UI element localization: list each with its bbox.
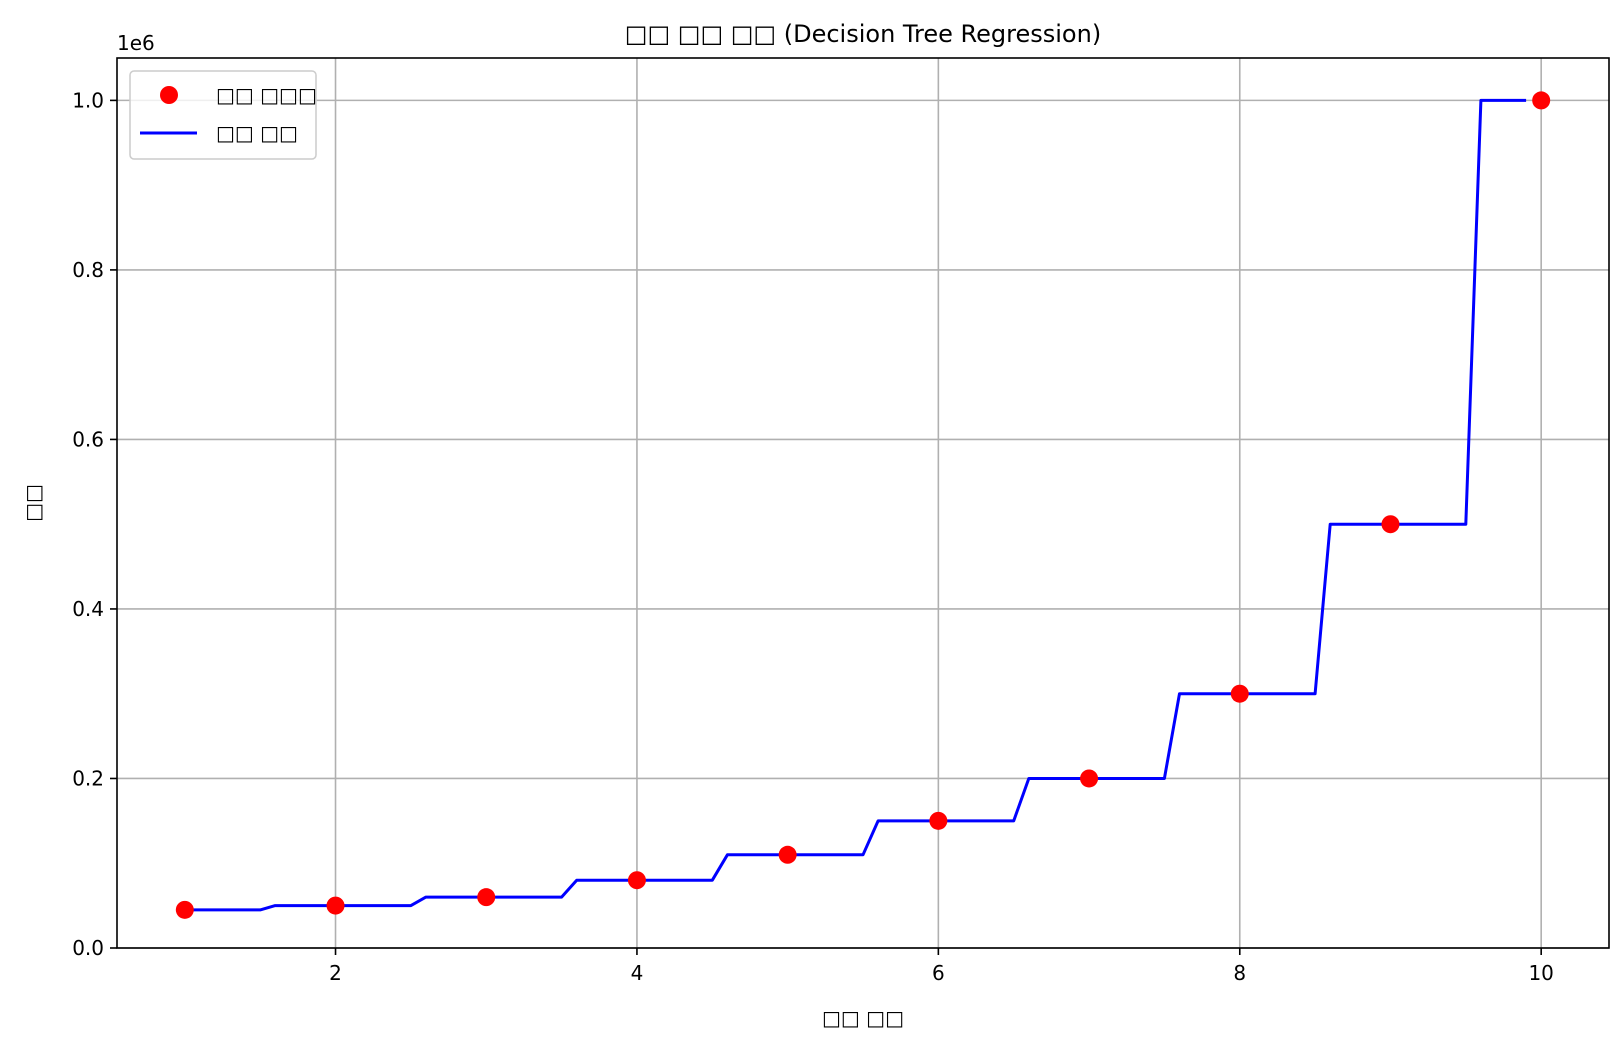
data-point: [175, 900, 194, 919]
x-tick-label: 6: [932, 961, 945, 985]
x-axis-label: □□ □□: [822, 1006, 904, 1030]
data-point: [1080, 769, 1099, 788]
plot-background: [117, 58, 1609, 948]
y-tick-label: 0.8: [72, 258, 104, 282]
y-tick-label: 0.4: [72, 597, 104, 621]
y-tick-label: 0.2: [72, 766, 104, 790]
x-tick-label: 10: [1528, 961, 1553, 985]
series-line-prediction: [184, 98, 1527, 912]
legend-label-scatter: □□ □□□: [216, 83, 317, 107]
y-axis-label: □□: [21, 484, 45, 522]
legend: □□ □□□ □□ □□: [129, 70, 317, 160]
legend-marker-scatter: [160, 86, 178, 104]
data-point: [477, 888, 496, 907]
y-tick-label: 1.0: [72, 88, 104, 112]
legend-label-line: □□ □□: [216, 121, 298, 145]
data-point: [627, 871, 646, 890]
y-offset-label: 1e6: [117, 31, 155, 55]
x-tick-label: 4: [631, 961, 644, 985]
data-point: [326, 896, 345, 915]
series-layer: [175, 91, 1551, 919]
x-tick-label: 8: [1233, 961, 1246, 985]
ticks: 2 4 6 8 10 0.0 0.2 0.4 0.6 0.8 1.0: [72, 88, 1554, 985]
y-tick-label: 0.6: [72, 427, 104, 451]
x-tick-label: 2: [329, 961, 342, 985]
data-point: [1532, 91, 1551, 110]
data-point: [1230, 684, 1249, 703]
data-point: [929, 811, 948, 830]
data-point: [778, 845, 797, 864]
y-tick-label: 0.0: [72, 936, 104, 960]
chart-title: □□ □□ □□ (Decision Tree Regression): [625, 20, 1101, 48]
plot-frame: [116, 57, 1610, 949]
data-point: [1381, 515, 1400, 534]
